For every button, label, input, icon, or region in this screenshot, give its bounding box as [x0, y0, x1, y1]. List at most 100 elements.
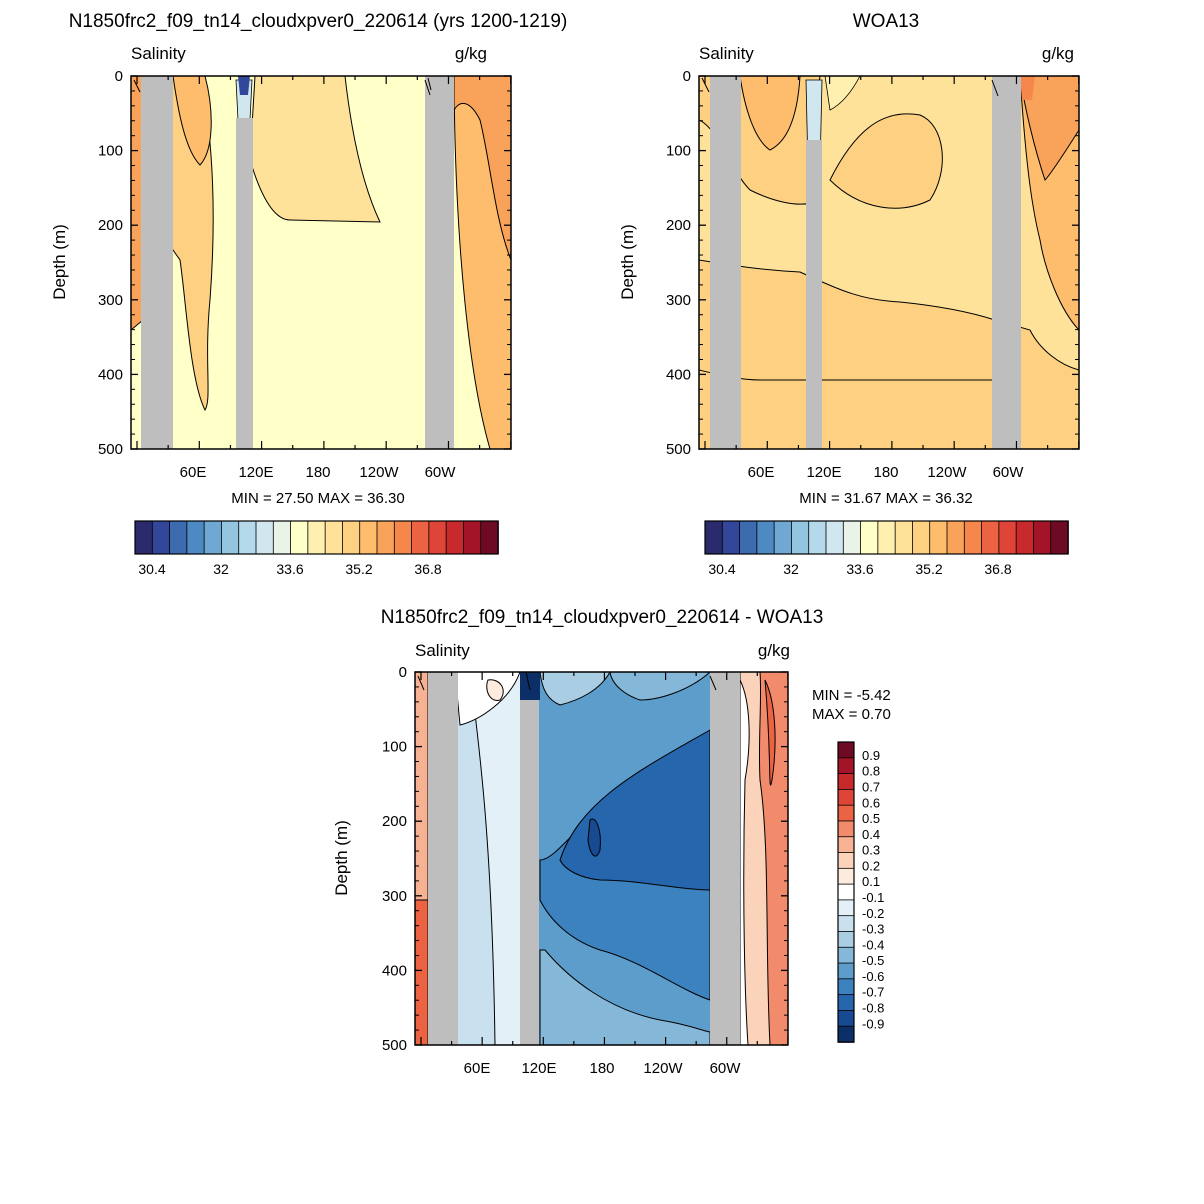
model-colorbar-frame [134, 520, 499, 555]
woa13-left-label: Salinity [699, 44, 754, 63]
woa13-colorbar-swatch [912, 520, 931, 555]
difference-colorbar-swatch [837, 962, 855, 980]
model-colorbar-swatch [480, 520, 499, 555]
woa13-colorbar-swatch [1033, 520, 1052, 555]
model-colorbar-label: 32 [213, 561, 229, 577]
difference-colorbar-swatch [837, 788, 855, 806]
model-colorbar-swatch [411, 520, 430, 555]
woa13-colorbar-swatch [704, 520, 724, 555]
model-colorbar: 30.4 32 33.6 35.2 36.8 [134, 520, 499, 577]
woa13-y-tick-label: 500 [666, 441, 691, 458]
model-colorbar-swatch [151, 520, 171, 555]
difference-title: N1850frc2_f09_tn14_cloudxpver0_220614 - … [381, 607, 824, 628]
model-left-label: Salinity [131, 44, 186, 63]
model-colorbar-swatch [186, 520, 205, 555]
model-contour-field [131, 76, 511, 449]
model-x-tick-label: 60E [180, 464, 207, 481]
difference-colorbar-swatch [837, 804, 855, 822]
model-colorbar-swatch [324, 520, 344, 555]
difference-left-label: Salinity [415, 641, 470, 660]
difference-panel: N1850frc2_f09_tn14_cloudxpver0_220614 - … [332, 607, 891, 1077]
difference-colorbar-label: -0.9 [862, 1016, 884, 1031]
model-y-tick-label: 400 [98, 366, 123, 383]
woa13-colorbar-label: 30.4 [708, 561, 735, 577]
difference-y-tick-label: 0 [399, 664, 407, 681]
woa13-panel: WOA13 Salinity g/kg Depth (m) 0 100 200 300… [618, 11, 1080, 577]
difference-x-tick-label: 60W [710, 1060, 742, 1077]
difference-colorbar-label: 0.6 [862, 795, 880, 810]
model-y-tick-label: 100 [98, 143, 123, 160]
difference-colorbar-swatch [837, 852, 855, 870]
difference-colorbar-swatch [837, 741, 855, 759]
difference-colorbar-label: 0.2 [862, 858, 880, 873]
model-min-max-stats: MIN = 27.50 MAX = 36.30 [231, 490, 404, 507]
difference-axes: 0 100 200 300 400 500 60E 120E 180 120W 60W [382, 664, 789, 1077]
difference-y-tick-label: 300 [382, 888, 407, 905]
woa13-colorbar-frame [704, 520, 1069, 555]
woa13-colorbar-label: 33.6 [846, 561, 873, 577]
model-colorbar-swatch [463, 520, 482, 555]
woa13-x-tick-label: 180 [873, 464, 898, 481]
difference-min-stat: MIN = -5.42 [812, 687, 891, 704]
difference-colorbar-swatch [837, 946, 855, 964]
difference-colorbar-label: 0.7 [862, 779, 880, 794]
woa13-colorbar-label: 32 [783, 561, 799, 577]
difference-colorbar-label: -0.1 [862, 890, 884, 905]
difference-colorbar-swatch [837, 1010, 855, 1028]
model-colorbar-swatch [272, 520, 292, 555]
model-y-tick-label: 200 [98, 217, 123, 234]
woa13-colorbar-swatch [877, 520, 896, 555]
difference-x-tick-label: 60E [464, 1060, 491, 1077]
difference-colorbar-label: -0.8 [862, 1001, 884, 1016]
woa13-plot-frame [698, 75, 1080, 450]
difference-colorbar-label: -0.2 [862, 906, 884, 921]
woa13-y-tick-label: 400 [666, 366, 691, 383]
model-colorbar-swatch [359, 520, 378, 555]
model-panel: N1850frc2_f09_tn14_cloudxpver0_220614 (y… [50, 11, 567, 577]
model-colorbar-swatch [428, 520, 447, 555]
difference-colorbar-swatch [837, 899, 855, 917]
woa13-colorbar-swatch [791, 520, 810, 555]
difference-colorbar-swatch [837, 978, 855, 996]
difference-colorbar-swatch [837, 773, 855, 791]
difference-colorbar-swatch [837, 994, 855, 1012]
difference-y-tick-label: 500 [382, 1037, 407, 1054]
difference-y-tick-label: 200 [382, 813, 407, 830]
model-y-axis-label: Depth (m) [50, 224, 69, 300]
difference-right-label: g/kg [758, 641, 790, 660]
difference-max-stat: MAX = 0.70 [812, 706, 891, 723]
difference-colorbar-swatch [837, 915, 855, 933]
woa13-colorbar-label: 36.8 [984, 561, 1011, 577]
difference-y-tick-label: 100 [382, 739, 407, 756]
woa13-colorbar-swatch [808, 520, 827, 555]
difference-colorbar-label: -0.5 [862, 953, 884, 968]
woa13-colorbar-swatch [981, 520, 1000, 555]
woa13-y-tick-label: 100 [666, 143, 691, 160]
woa13-colorbar-swatch [929, 520, 948, 555]
model-colorbar-swatch [342, 520, 361, 555]
model-title: N1850frc2_f09_tn14_cloudxpver0_220614 (y… [69, 11, 568, 32]
difference-colorbar-label: -0.4 [862, 937, 884, 952]
difference-x-tick-label: 120E [521, 1060, 556, 1077]
model-x-tick-label: 120W [359, 464, 399, 481]
model-colorbar-swatch [238, 520, 257, 555]
model-colorbar-swatch [169, 520, 188, 555]
woa13-right-label: g/kg [1042, 44, 1074, 63]
model-colorbar-swatch [307, 520, 326, 555]
woa13-x-tick-label: 120E [806, 464, 841, 481]
difference-colorbar-swatch [837, 883, 855, 901]
model-right-label: g/kg [455, 44, 487, 63]
difference-colorbar-label: 0.3 [862, 843, 880, 858]
woa13-colorbar-swatch [773, 520, 793, 555]
woa13-x-tick-label: 120W [927, 464, 967, 481]
woa13-colorbar: 30.4 32 33.6 35.2 36.8 [704, 520, 1069, 577]
difference-x-tick-label: 180 [589, 1060, 614, 1077]
woa13-colorbar-swatch [739, 520, 758, 555]
woa13-colorbar-swatch [842, 520, 862, 555]
woa13-axes: 0 100 200 300 400 500 60E 120E 180 120W 60W [666, 68, 1080, 481]
woa13-y-axis-label: Depth (m) [618, 224, 637, 300]
woa13-x-tick-label: 60E [748, 464, 775, 481]
model-colorbar-swatch [290, 520, 309, 555]
woa13-colorbar-swatch [894, 520, 914, 555]
woa13-title: WOA13 [853, 11, 920, 32]
